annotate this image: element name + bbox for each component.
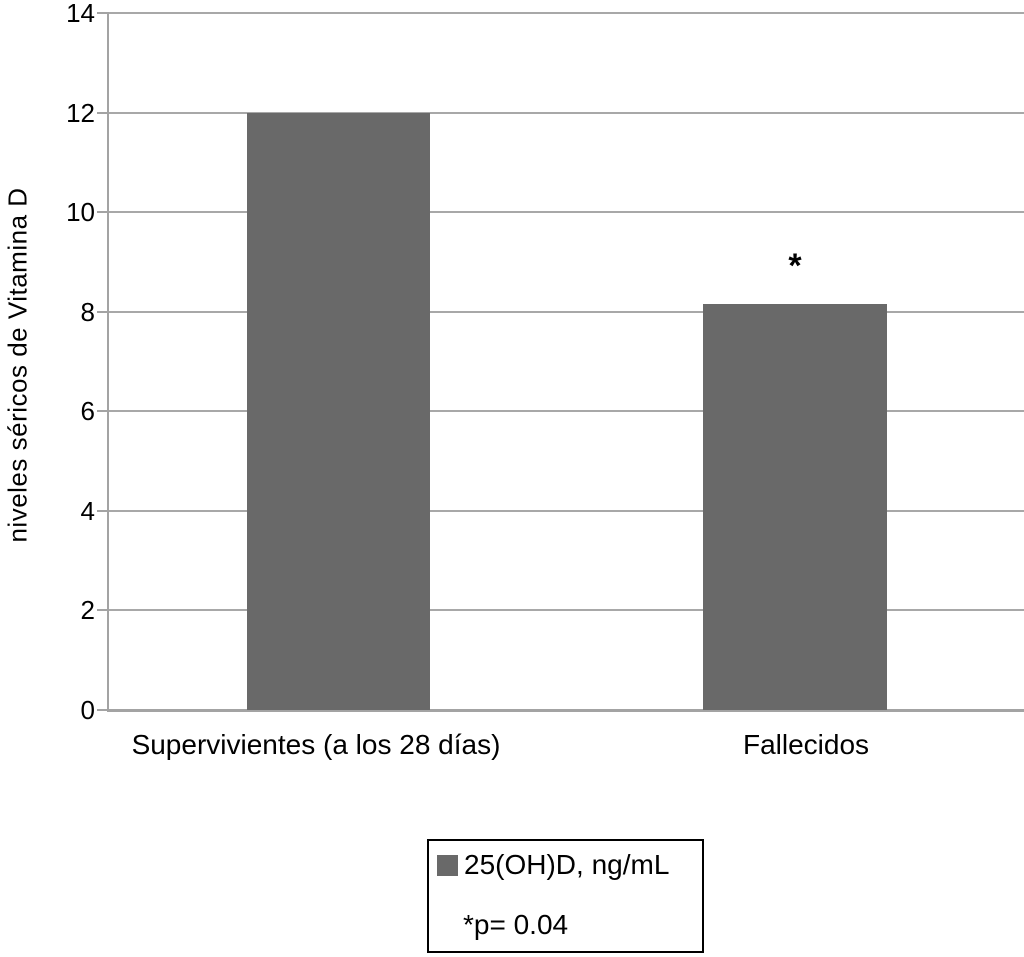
- y-tick-label: 12: [66, 97, 95, 128]
- y-tick-mark: [97, 609, 109, 612]
- bar-supervivientes: [247, 112, 430, 710]
- y-tick-mark: [97, 709, 109, 711]
- plot-area: *: [97, 12, 1024, 712]
- y-axis-line: [107, 13, 109, 712]
- legend-swatch-icon: [437, 854, 458, 876]
- legend-note: *p= 0.04: [463, 909, 569, 940]
- y-tick-label: 2: [80, 595, 95, 626]
- y-tick-mark: [97, 211, 109, 214]
- legend: 25(OH)D, ng/mL *p= 0.04: [427, 839, 704, 953]
- y-tick-mark: [97, 410, 109, 413]
- gridline: [109, 509, 1024, 512]
- y-tick-mark: [97, 509, 109, 512]
- gridline: [109, 310, 1024, 313]
- significance-asterisk: *: [788, 247, 802, 286]
- bar-fallecidos: [703, 304, 887, 710]
- x-axis-baseline: [109, 709, 1024, 712]
- gridline: [109, 12, 1024, 14]
- y-tick-mark: [97, 310, 109, 313]
- y-tick-label: 0: [80, 695, 95, 725]
- y-tick-label: 8: [80, 296, 95, 327]
- x-category-label: Supervivientes (a los 28 días): [131, 729, 501, 760]
- y-tick-mark: [97, 111, 109, 114]
- gridline: [109, 211, 1024, 214]
- y-tick-label: 14: [66, 0, 95, 28]
- gridline: [109, 609, 1024, 612]
- legend-entry: 25(OH)D, ng/mL: [437, 849, 696, 881]
- y-tick-label: 6: [80, 396, 95, 427]
- legend-label: 25(OH)D, ng/mL: [464, 849, 670, 880]
- gridline: [109, 111, 1024, 114]
- x-category-label: Fallecidos: [742, 729, 870, 760]
- y-axis-title: niveles séricos de Vitamina D: [2, 187, 33, 543]
- y-tick-mark: [97, 12, 109, 14]
- y-tick-label: 10: [66, 197, 95, 228]
- gridline: [109, 410, 1024, 413]
- y-tick-label: 4: [80, 495, 95, 526]
